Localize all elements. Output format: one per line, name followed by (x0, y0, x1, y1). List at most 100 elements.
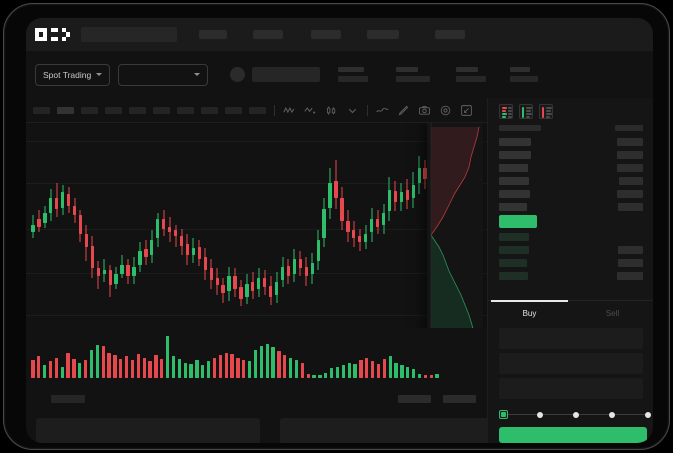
market-type-select[interactable]: Spot Trading (35, 63, 111, 86)
orderbook-ask-row[interactable] (488, 137, 653, 146)
candle (411, 171, 415, 208)
order-entry-form (488, 328, 653, 403)
timeframe-button[interactable] (33, 106, 50, 114)
timeframe-button[interactable] (129, 106, 146, 114)
orderbook-view-modes (488, 98, 653, 119)
orderbook-ask-row[interactable] (488, 176, 653, 185)
nav-item-account[interactable] (435, 30, 465, 39)
orderbook-bid-row[interactable] (488, 271, 653, 280)
candle (352, 220, 356, 248)
volume-bar (195, 360, 199, 378)
bottom-panel-mid[interactable] (280, 418, 492, 443)
orderbook-bid-row[interactable] (488, 258, 653, 267)
nav-item-more[interactable] (367, 30, 399, 39)
orderbook-price (499, 189, 530, 198)
candle (239, 279, 243, 307)
slider-stop[interactable] (645, 411, 651, 418)
chart-footer-action-2[interactable] (443, 395, 476, 403)
volume-bar (230, 353, 234, 378)
camera-snapshot-icon[interactable] (418, 104, 431, 117)
ticker-stat (456, 67, 487, 82)
order-price-field[interactable] (499, 328, 643, 349)
orderbook-amount (618, 258, 643, 267)
chart-footer-tab-2[interactable] (51, 395, 85, 403)
order-total-field[interactable] (499, 378, 643, 399)
orderbook-amount (619, 176, 643, 185)
volume-bar (166, 336, 170, 378)
bottom-panel-left[interactable] (36, 418, 260, 443)
indicators-icon[interactable] (283, 104, 296, 117)
gridline (26, 141, 653, 142)
place-buy-order-button[interactable] (499, 427, 647, 443)
orderbook-ask-row[interactable] (488, 189, 653, 198)
timeframe-button[interactable] (81, 106, 98, 114)
orderbook-ask-row[interactable] (488, 202, 653, 211)
orderbook-mode-both-icon[interactable] (499, 104, 513, 119)
candle (245, 274, 249, 305)
nav-item-earn[interactable] (311, 30, 341, 39)
candle (251, 272, 255, 299)
volume-bar (171, 356, 176, 378)
timeframe-button[interactable] (57, 106, 74, 114)
line-chart-icon[interactable] (376, 104, 389, 117)
volume-bar (242, 360, 246, 378)
timeframe-button[interactable] (225, 106, 242, 114)
candle (274, 272, 279, 303)
orderbook-ask-row[interactable] (488, 163, 653, 172)
chart-footer-action-1[interactable] (398, 395, 431, 403)
nav-item-trade[interactable] (253, 30, 283, 39)
ticker-stat (396, 67, 431, 82)
okx-logo-icon[interactable] (35, 28, 70, 41)
volume-bar (154, 355, 158, 378)
tab-sell[interactable]: Sell (605, 309, 620, 318)
timeframe-button[interactable] (153, 106, 170, 114)
slider-stop[interactable] (609, 411, 615, 418)
orderbook-ask-row[interactable] (488, 150, 653, 159)
orderbook-amount (618, 245, 643, 254)
orderbook-price (499, 137, 531, 146)
slider-handle[interactable] (499, 410, 508, 419)
orderbook-mode-asks-icon[interactable] (539, 104, 553, 119)
orderbook-bid-row[interactable] (488, 245, 653, 254)
candle (268, 276, 273, 305)
volume-bar (259, 346, 263, 378)
ticker-stat (510, 67, 539, 82)
nav-search-input[interactable] (81, 27, 177, 42)
candle (43, 205, 47, 229)
fullscreen-icon[interactable] (460, 104, 473, 117)
chevron-down-icon[interactable] (346, 104, 359, 117)
candle (387, 177, 392, 221)
orderbook-bid-row[interactable] (488, 232, 653, 241)
candle (304, 257, 308, 286)
tab-buy[interactable]: Buy (488, 300, 571, 326)
settings-gear-icon[interactable] (439, 104, 452, 117)
compare-icon[interactable] (304, 104, 317, 117)
slider-stop[interactable] (573, 411, 579, 418)
candle (292, 249, 297, 282)
candle (405, 179, 409, 210)
orderbook-mode-bids-icon[interactable] (519, 104, 533, 119)
timeframe-button[interactable] (105, 106, 122, 114)
candle (334, 160, 338, 210)
candle (423, 160, 427, 189)
slider-stop[interactable] (537, 411, 543, 418)
order-amount-field[interactable] (499, 353, 643, 374)
volume-bar (60, 366, 64, 378)
percent-slider[interactable] (499, 409, 651, 421)
candle (257, 268, 261, 297)
nav-item-markets[interactable] (199, 30, 227, 39)
candle (221, 277, 225, 303)
timeframe-button[interactable] (201, 106, 218, 114)
trading-pair-select[interactable] (118, 63, 209, 86)
candle (310, 253, 314, 284)
volume-bar (371, 361, 375, 378)
drawing-pencil-icon[interactable] (397, 104, 410, 117)
last-price-value (252, 67, 321, 82)
candle (138, 241, 142, 273)
timeframe-button[interactable] (249, 106, 266, 114)
orderbook-price (499, 163, 528, 172)
chart-type-icon[interactable] (325, 104, 338, 117)
candle (72, 198, 77, 223)
timeframe-button[interactable] (177, 106, 194, 114)
candle (120, 255, 124, 278)
